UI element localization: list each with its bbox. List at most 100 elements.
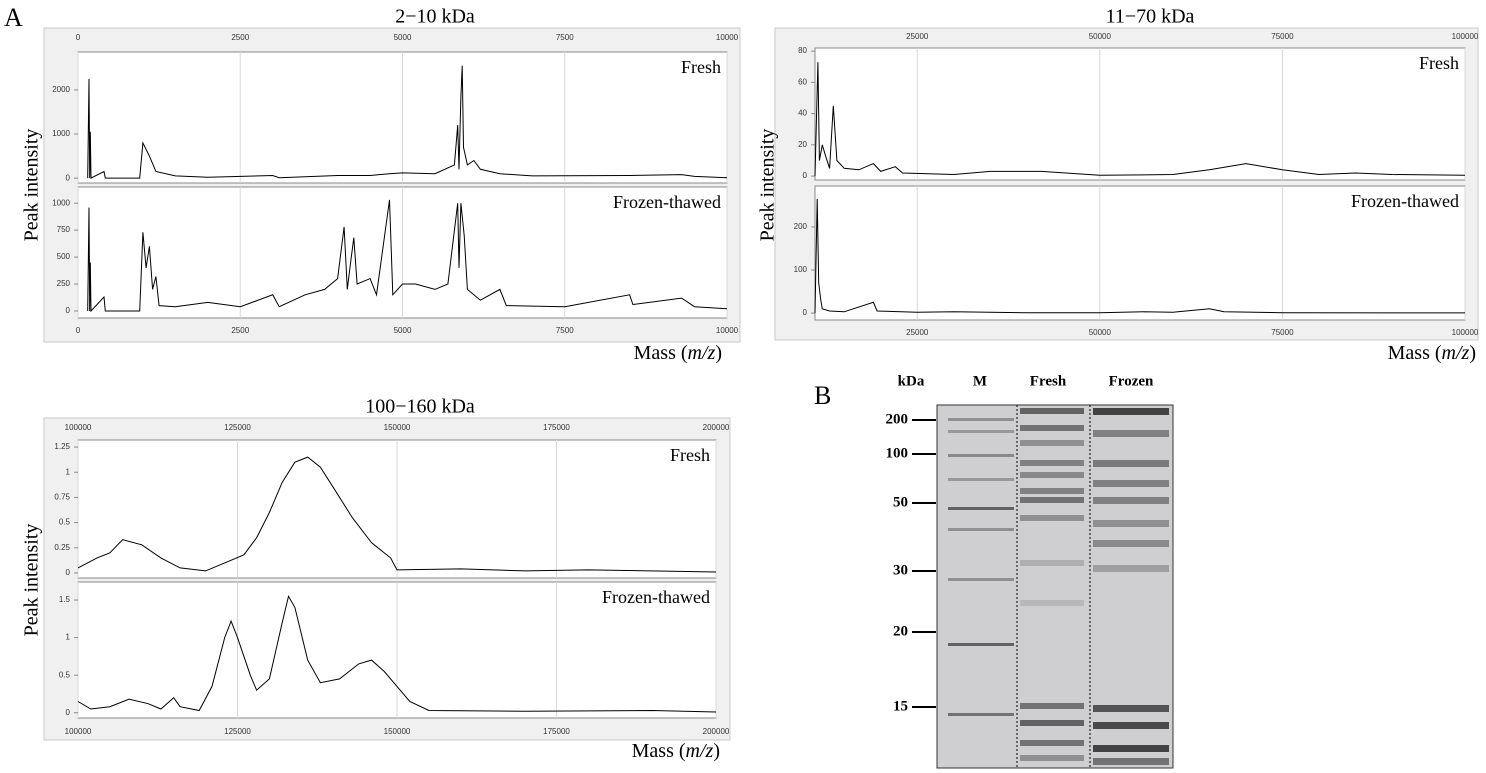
y-tick-label: 0 [66,306,71,315]
y-tick-label: 1000 [52,198,70,207]
gel-band [1020,600,1084,606]
x-tick-label: 200000 [703,727,730,736]
panel-name: Fresh [670,445,710,465]
x-tick-label: 150000 [384,727,411,736]
spectrum-line [814,62,1466,177]
x-axis-label: Mass (m/z) [1388,342,1476,364]
y-tick-label: 0.5 [59,518,71,527]
panel-name: Frozen-thawed [613,192,721,212]
y-tick-label: 1 [66,467,71,476]
x-tick-label: 100000 [65,727,92,736]
y-tick-label: 500 [57,252,71,261]
gel-band [1020,440,1084,446]
chart-title: 2−10 kDa [395,6,475,28]
y-tick-label: 0 [66,568,71,577]
gel-band [1093,408,1169,415]
gel-band [1020,425,1084,431]
plot-area [814,185,1466,321]
gel-band [1093,540,1169,547]
chart-title: 11−70 kDa [1106,6,1195,28]
gel-band [1020,460,1084,466]
marker-label: 100 [886,445,909,461]
x-tick-label: 5000 [394,33,412,42]
x-tick-label: 10000 [716,33,739,42]
x-tick-label: 50000 [1089,328,1112,337]
y-tick-label: 80 [798,46,807,55]
spectrum-line [77,456,717,573]
y-tick-label: 0 [66,173,71,182]
gel-band [1093,480,1169,487]
gel-band [1093,497,1169,504]
gel-band [948,507,1014,510]
x-axis-label-part: m/z [686,740,714,762]
spectrum-line [87,65,728,179]
y-tick-label: 1 [66,633,71,642]
panel-label: B [814,381,831,410]
x-tick-label: 5000 [394,326,412,335]
gel-band [1020,515,1084,521]
gel-header: M [973,373,987,389]
plot-area [814,47,1466,181]
gel-band [1020,560,1084,566]
gel-band [948,713,1014,716]
x-axis-label-part: m/z [1442,342,1470,364]
gel-band [1020,408,1084,414]
gel-header: Fresh [1030,373,1067,389]
y-tick-label: 250 [57,279,71,288]
gel-band [1093,722,1169,729]
y-tick-label: 1.25 [54,442,70,451]
y-tick-label: 100 [794,265,808,274]
gel-band [1093,520,1169,527]
y-tick-label: 0 [803,308,808,317]
x-axis-label-part: ) [1469,342,1476,364]
x-tick-label: 25000 [906,32,929,41]
x-tick-label: 50000 [1089,32,1112,41]
gel-band [1093,460,1169,467]
x-tick-label: 2500 [231,326,249,335]
gel-band [948,643,1014,646]
y-tick-label: 40 [798,109,807,118]
gel-band [948,478,1014,481]
gel-band [1093,758,1169,765]
x-tick-label: 75000 [1271,328,1294,337]
x-axis-label: Mass (m/z) [632,740,720,762]
gel-band [1020,497,1084,503]
x-tick-label: 125000 [224,727,251,736]
gel-band [948,430,1014,433]
x-tick-label: 0 [76,33,81,42]
x-tick-label: 100000 [1452,32,1479,41]
gel-band [1020,720,1084,726]
panel-name: Frozen-thawed [1351,191,1459,211]
y-tick-label: 1000 [52,129,70,138]
x-tick-label: 7500 [556,33,574,42]
spectrum-line [77,594,717,713]
gel-band [948,454,1014,457]
x-tick-label: 100000 [65,423,92,432]
x-axis-label-part: ) [715,342,722,364]
y-tick-label: 0.5 [59,670,71,679]
spectrum-line [87,199,728,313]
gel-band [1020,740,1084,746]
x-tick-label: 125000 [224,423,251,432]
gel-header: Frozen [1109,373,1154,389]
panel-label: A [4,3,23,32]
x-tick-label: 0 [76,326,81,335]
gel-band [948,418,1014,421]
x-tick-label: 7500 [556,326,574,335]
y-tick-label: 20 [798,140,807,149]
y-axis-label: Peak intensity [21,129,43,242]
chart-title: 100−160 kDa [365,396,475,418]
marker-label: 15 [893,698,908,714]
panel-name: Frozen-thawed [602,587,710,607]
x-tick-label: 150000 [384,423,411,432]
gel-band [1093,430,1169,437]
gel-band [1093,565,1169,572]
marker-label: 30 [893,562,908,578]
y-tick-label: 0 [66,708,71,717]
y-tick-label: 200 [794,222,808,231]
x-axis-label-part: Mass ( [632,740,686,762]
spectrum-line [814,198,1466,314]
y-tick-label: 0.75 [54,493,70,502]
gel-band [1093,705,1169,712]
gel-band [948,528,1014,531]
